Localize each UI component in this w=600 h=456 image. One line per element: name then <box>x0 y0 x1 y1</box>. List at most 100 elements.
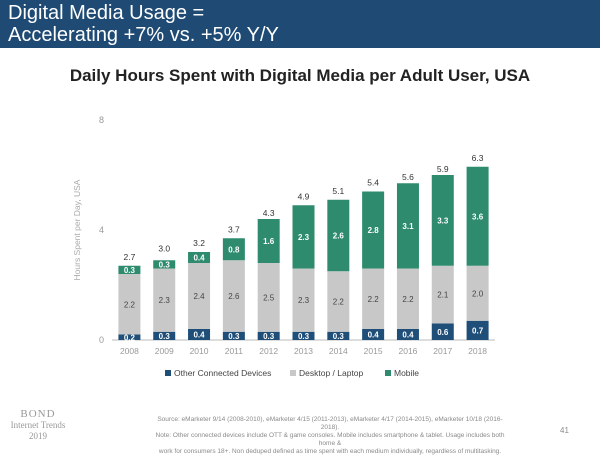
x-tick-label: 2018 <box>468 346 487 356</box>
total-label: 3.0 <box>158 244 170 254</box>
data-label: 0.3 <box>124 266 136 275</box>
data-label: 0.3 <box>159 260 171 269</box>
bar-segment-other-connected-devices-2010 <box>188 329 211 340</box>
bar-segment-desktop-laptop-2011 <box>222 260 245 332</box>
data-label: 0.3 <box>333 332 345 341</box>
y-axis-label: Hours Spent per Day, USA <box>72 179 82 280</box>
data-label: 2.5 <box>263 293 275 302</box>
x-tick-label: 2011 <box>225 346 244 356</box>
x-tick-label: 2015 <box>364 346 383 356</box>
bar-segment-other-connected-devices-2009 <box>153 331 176 340</box>
bar-segment-desktop-laptop-2015 <box>362 268 385 329</box>
bar-segment-other-connected-devices-2016 <box>396 329 419 340</box>
bar-segment-desktop-laptop-2010 <box>188 263 211 329</box>
bar-segment-desktop-laptop-2018 <box>466 265 489 321</box>
legend-swatch <box>165 370 171 376</box>
bar-segment-mobile-2013 <box>292 205 315 269</box>
bar-segment-mobile-2018 <box>466 166 489 266</box>
total-label: 4.3 <box>263 208 275 218</box>
data-label: 0.4 <box>193 331 205 340</box>
data-label: 0.3 <box>228 332 240 341</box>
bar-segment-mobile-2015 <box>362 191 385 269</box>
bar-segment-other-connected-devices-2012 <box>257 331 280 340</box>
data-label: 2.6 <box>333 232 345 241</box>
data-label: 2.3 <box>298 296 310 305</box>
data-label: 2.2 <box>124 300 136 309</box>
bar-segment-desktop-laptop-2013 <box>292 268 315 332</box>
data-label: 2.1 <box>437 291 449 300</box>
bar-segment-desktop-laptop-2017 <box>431 265 454 324</box>
x-tick-label: 2008 <box>120 346 139 356</box>
total-label: 6.3 <box>472 153 484 163</box>
x-tick-label: 2014 <box>329 346 348 356</box>
bar-segment-other-connected-devices-2014 <box>327 331 350 340</box>
bar-segment-desktop-laptop-2012 <box>257 263 280 332</box>
total-label: 5.9 <box>437 164 449 174</box>
data-label: 0.3 <box>159 332 171 341</box>
x-tick-label: 2010 <box>190 346 209 356</box>
slide-title-line-1: Digital Media Usage = <box>8 2 205 24</box>
total-label: 3.2 <box>193 238 205 248</box>
data-label: 0.2 <box>124 333 136 342</box>
data-label: 2.3 <box>159 296 171 305</box>
bar-segment-mobile-2008 <box>118 265 141 274</box>
bar-segment-other-connected-devices-2018 <box>466 320 489 340</box>
x-tick-label: 2016 <box>398 346 417 356</box>
bar-segment-desktop-laptop-2016 <box>396 268 419 329</box>
y-tick-label: 4 <box>99 225 104 235</box>
bar-segment-other-connected-devices-2008 <box>118 334 141 340</box>
x-tick-label: 2012 <box>259 346 278 356</box>
bar-segment-mobile-2016 <box>396 183 419 269</box>
data-label: 0.6 <box>437 328 449 337</box>
bar-segment-mobile-2014 <box>327 199 350 272</box>
total-label: 5.1 <box>332 186 344 196</box>
bar-segment-mobile-2010 <box>188 252 211 263</box>
data-label: 0.3 <box>263 332 275 341</box>
legend-swatch <box>385 370 391 376</box>
data-label: 0.4 <box>193 254 205 263</box>
data-label: 2.4 <box>193 292 205 301</box>
legend-label: Mobile <box>394 368 419 378</box>
bar-segment-desktop-laptop-2009 <box>153 268 176 332</box>
logo-line-1: BOND <box>20 408 56 420</box>
data-label: 3.6 <box>472 212 484 221</box>
data-label: 2.0 <box>472 289 484 298</box>
logo-line-2: Internet Trends <box>10 420 66 430</box>
total-label: 5.4 <box>367 178 379 188</box>
bond-logo: BOND Internet Trends 2019 <box>8 409 68 442</box>
data-label: 0.4 <box>368 331 380 340</box>
total-label: 5.6 <box>402 172 414 182</box>
source-line-2: Note: Other connected devices include OT… <box>155 432 505 447</box>
source-line-3: work for consumers 18+. Non deduped defi… <box>158 448 502 455</box>
data-label: 0.8 <box>228 245 240 254</box>
data-label: 0.7 <box>472 326 484 335</box>
data-label: 1.6 <box>263 237 275 246</box>
page-number: 41 <box>560 426 569 435</box>
data-label: 2.2 <box>402 295 414 304</box>
source-line-1: Source: eMarketer 9/14 (2008-2010), eMar… <box>157 416 503 431</box>
bar-segment-other-connected-devices-2011 <box>222 331 245 340</box>
y-tick-label: 8 <box>99 115 104 125</box>
x-tick-label: 2017 <box>433 346 452 356</box>
data-label: 0.3 <box>298 332 310 341</box>
bar-segment-desktop-laptop-2008 <box>118 274 141 335</box>
bar-segment-mobile-2009 <box>153 260 176 269</box>
bar-segment-mobile-2017 <box>431 175 454 266</box>
data-label: 2.2 <box>333 298 345 307</box>
bar-segment-other-connected-devices-2013 <box>292 331 315 340</box>
total-label: 3.7 <box>228 224 240 234</box>
logo-line-3: 2019 <box>29 431 47 441</box>
slide-title-line-2: Accelerating +7% vs. +5% Y/Y <box>8 24 279 46</box>
data-label: 2.6 <box>228 292 240 301</box>
bar-segment-other-connected-devices-2015 <box>362 329 385 340</box>
legend-label: Other Connected Devices <box>174 368 271 378</box>
x-tick-label: 2013 <box>294 346 313 356</box>
chart-title: Daily Hours Spent with Digital Media per… <box>69 66 531 85</box>
source-note: Source: eMarketer 9/14 (2008-2010), eMar… <box>150 416 510 456</box>
y-tick-label: 0 <box>99 335 104 345</box>
data-label: 3.1 <box>402 222 414 231</box>
legend-swatch <box>290 370 296 376</box>
legend-label: Desktop / Laptop <box>299 368 364 378</box>
total-label: 4.9 <box>298 191 310 201</box>
